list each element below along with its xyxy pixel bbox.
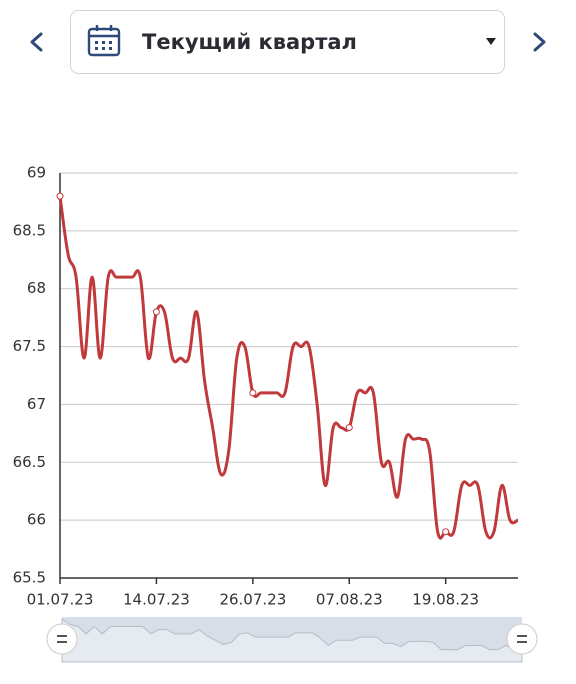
- period-dropdown[interactable]: Текущий квартал: [70, 10, 505, 74]
- y-tick-label: 66: [27, 511, 46, 529]
- calendar-icon: [87, 25, 121, 57]
- dropdown-box[interactable]: [70, 10, 505, 74]
- point-marker: [345, 424, 353, 432]
- handle-circle: [46, 623, 78, 655]
- next-button[interactable]: [533, 32, 546, 52]
- y-tick-label: 68.5: [13, 221, 46, 239]
- navigator-handle[interactable]: [506, 623, 538, 655]
- navigator-line: [61, 618, 523, 663]
- x-tick-label: 19.08.23: [412, 591, 479, 609]
- y-tick-label: 68: [27, 279, 46, 297]
- dropdown-arrow: [486, 38, 496, 45]
- line: [58, 195, 519, 540]
- y-tick-label: 67: [27, 395, 46, 413]
- x-tick-label: 26.07.23: [219, 591, 286, 609]
- point-marker: [152, 308, 160, 316]
- x-tick-label: 01.07.23: [27, 591, 94, 609]
- y-tick-label: 65.5: [13, 569, 46, 587]
- y-tick-label: 67.5: [13, 337, 46, 355]
- period-label: Текущий квартал: [142, 30, 357, 54]
- handle-circle: [506, 623, 538, 655]
- x-tick-label: 07.08.23: [316, 591, 383, 609]
- point-marker: [56, 192, 64, 200]
- x-tick-label: 14.07.23: [123, 591, 190, 609]
- navigator-handle[interactable]: [46, 623, 78, 655]
- prev-button[interactable]: [30, 32, 43, 52]
- y-tick-label: 69: [27, 164, 46, 182]
- point-marker: [442, 528, 450, 536]
- y-tick-label: 66.5: [13, 453, 46, 471]
- point-marker: [249, 389, 257, 397]
